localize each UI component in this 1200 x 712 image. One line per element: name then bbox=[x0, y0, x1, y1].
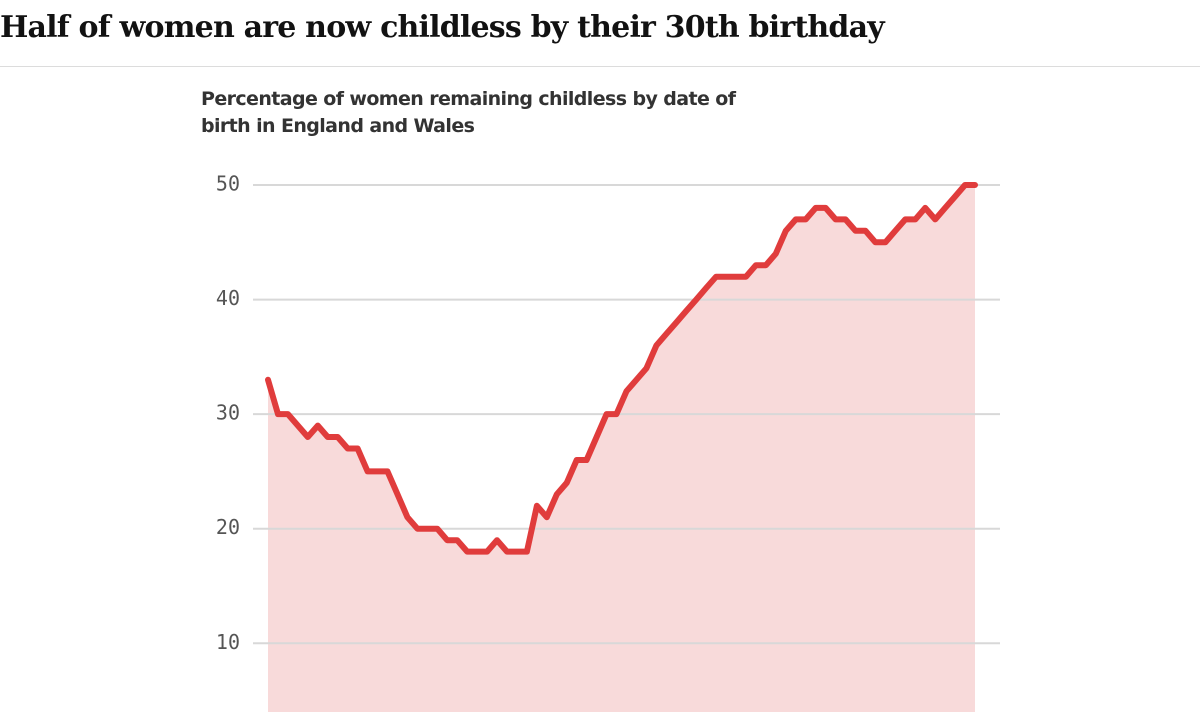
y-tick-label: 50 bbox=[216, 172, 240, 196]
chart-subtitle: Percentage of women remaining childless … bbox=[201, 88, 736, 137]
line bbox=[265, 182, 978, 555]
y-tick-label: 10 bbox=[216, 630, 240, 654]
y-tick-label: 20 bbox=[216, 515, 240, 539]
y-tick-label: 40 bbox=[216, 286, 240, 310]
y-tick-label: 30 bbox=[216, 401, 240, 425]
chart-title: Half of women are now childless by their… bbox=[0, 10, 885, 45]
divider bbox=[0, 66, 1200, 67]
area bbox=[268, 185, 975, 712]
